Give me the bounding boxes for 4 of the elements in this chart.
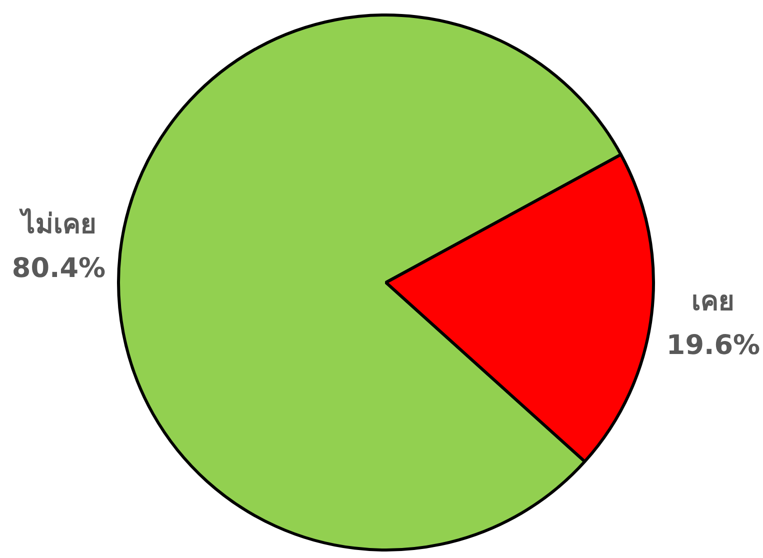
slice-label: ไม่เคย <box>18 208 96 240</box>
data-label: 80.4% <box>12 252 106 284</box>
data-label: 19.6% <box>666 330 760 362</box>
slice-label: เคย <box>692 286 735 318</box>
